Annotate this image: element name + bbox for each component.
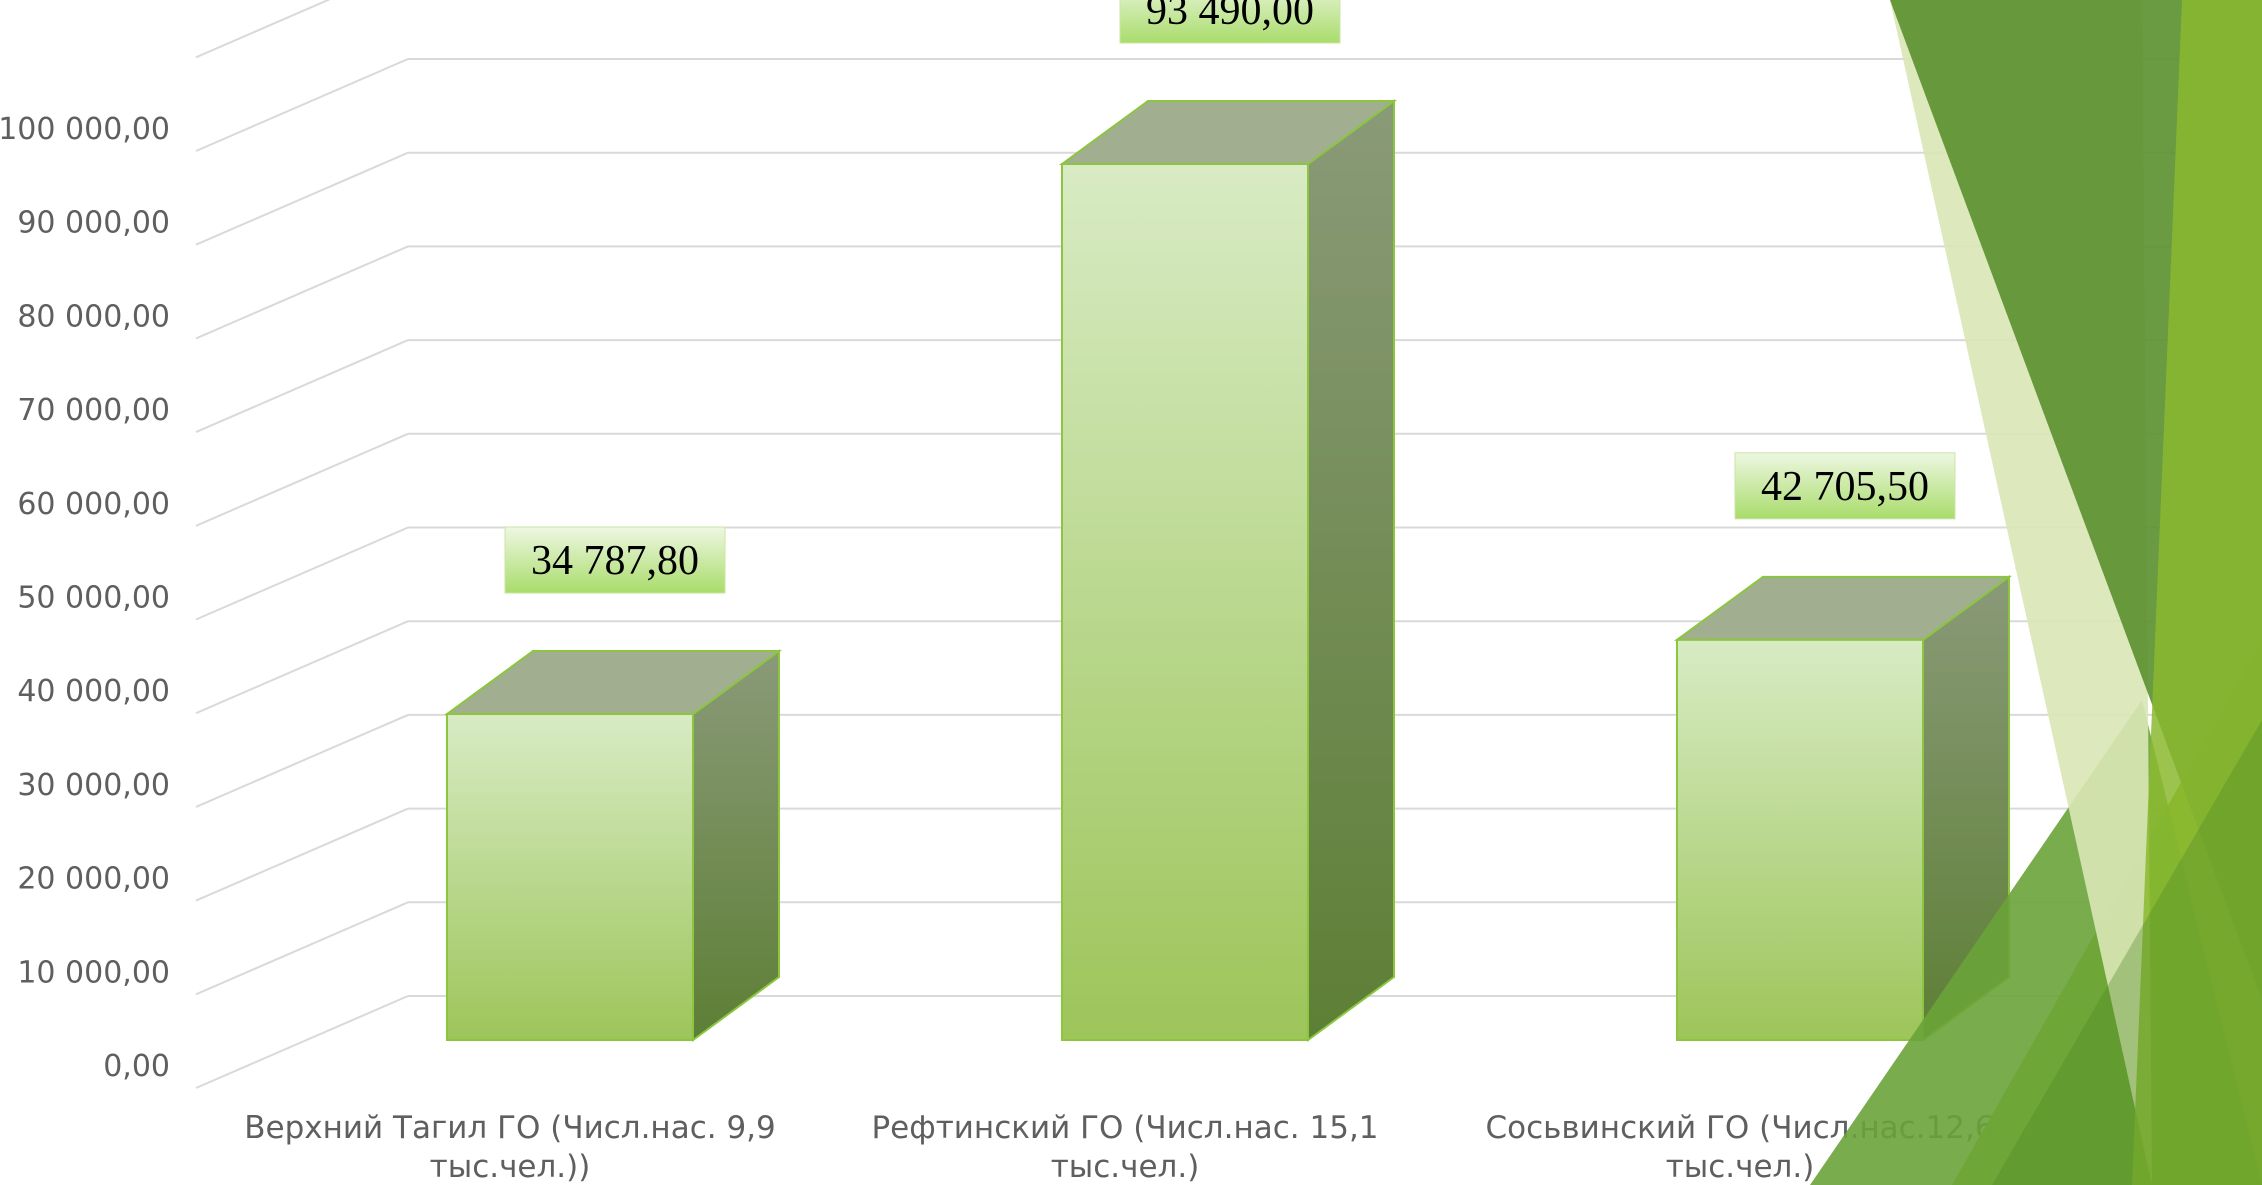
bar-3: 42 705,50 bbox=[1673, 452, 2013, 1042]
gridline-diagonal bbox=[195, 713, 409, 808]
y-tick-label: 40 000,00 bbox=[17, 674, 170, 709]
data-label-box bbox=[1734, 452, 1956, 520]
x-category-line: Рефтинский ГО (Числ.нас. 15,1 bbox=[871, 1110, 1378, 1146]
gridline-diagonal bbox=[195, 526, 409, 621]
gridline-diagonal bbox=[195, 901, 409, 996]
bar-front bbox=[1676, 638, 1924, 1042]
facet bbox=[2132, 0, 2262, 1185]
bar-front bbox=[1061, 162, 1309, 1041]
y-tick-label: 50 000,00 bbox=[17, 581, 170, 616]
bar-2: 93 490,00 bbox=[1058, 0, 1398, 1042]
x-category-label: Рефтинский ГО (Числ.нас. 15,1 тыс.чел.) bbox=[871, 1110, 1378, 1185]
facet bbox=[1992, 720, 2262, 1185]
y-tick-label: 100 000,00 bbox=[0, 112, 170, 147]
gridline-diagonal bbox=[195, 58, 409, 152]
y-tick-label: 70 000,00 bbox=[17, 393, 170, 428]
data-label: 34 787,80 bbox=[531, 538, 699, 584]
gridline-diagonal bbox=[195, 432, 409, 527]
y-tick-label: 0,00 bbox=[103, 1049, 170, 1084]
y-tick-label: 60 000,00 bbox=[17, 487, 170, 522]
x-category-line: Верхний Тагил ГО (Числ.нас. 9,9 bbox=[244, 1110, 776, 1146]
y-tick-label: 10 000,00 bbox=[17, 955, 170, 990]
y-tick-label: 80 000,00 bbox=[17, 299, 170, 334]
data-label: 42 705,50 bbox=[1761, 464, 1929, 510]
data-label-box bbox=[504, 526, 726, 594]
gridline-diagonal bbox=[195, 339, 409, 434]
gridline-diagonal bbox=[195, 0, 331, 59]
bar-1: 34 787,80 bbox=[443, 526, 783, 1042]
gridline-diagonal bbox=[195, 245, 409, 340]
data-label: 93 490,00 bbox=[1146, 0, 1314, 34]
bar-front bbox=[446, 713, 694, 1042]
bar-side bbox=[1307, 99, 1395, 1042]
gridline-diagonal bbox=[195, 151, 409, 246]
x-category-line: тыс.чел.) bbox=[1051, 1149, 1200, 1185]
x-category-line: тыс.чел.) bbox=[1666, 1149, 1815, 1185]
y-tick-label: 20 000,00 bbox=[17, 862, 170, 897]
decorative-triangles bbox=[1810, 0, 2262, 1185]
gridline-diagonal bbox=[195, 807, 409, 902]
bar-side bbox=[692, 649, 780, 1042]
bars: 34 787,80 93 490,00 42 705,50 bbox=[443, 0, 2013, 1042]
y-tick-label: 30 000,00 bbox=[17, 768, 170, 803]
x-category-label: Верхний Тагил ГО (Числ.нас. 9,9 тыс.чел.)… bbox=[244, 1110, 776, 1185]
y-axis-ticks: 0,00 10 000,00 20 000,00 30 000,00 40 000,00… bbox=[0, 112, 170, 1084]
gridline-diagonal bbox=[195, 995, 409, 1089]
data-label-box bbox=[1119, 0, 1341, 44]
gridline-diagonal bbox=[195, 620, 409, 715]
y-tick-label: 90 000,00 bbox=[17, 206, 170, 241]
category-labels: Верхний Тагил ГО (Числ.нас. 9,9 тыс.чел.)… bbox=[244, 1110, 1994, 1185]
x-category-line: тыс.чел.)) bbox=[430, 1149, 591, 1185]
